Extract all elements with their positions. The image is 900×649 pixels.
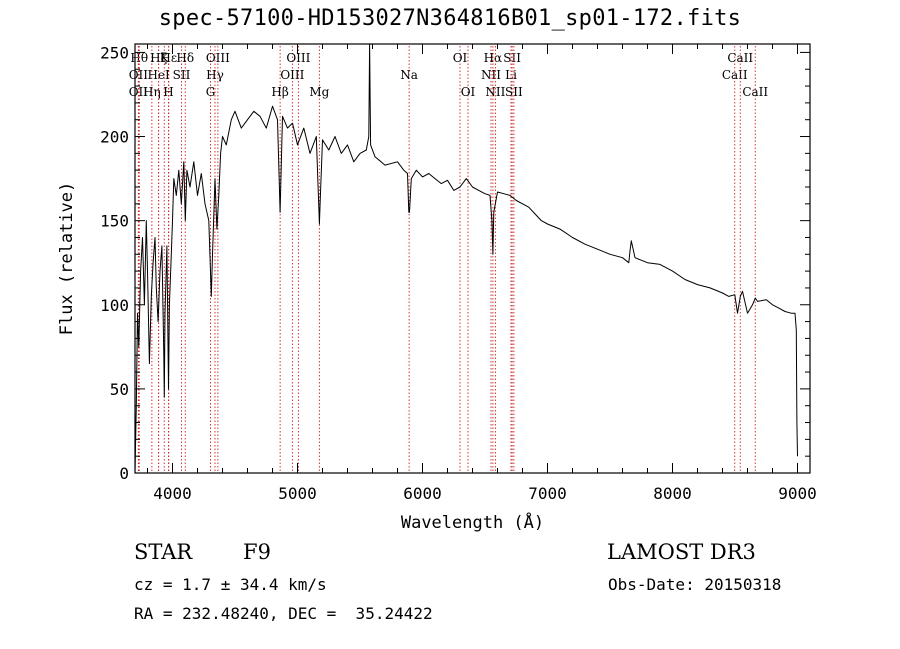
marker-label-19: OI: [453, 51, 468, 65]
plot-frame: [134, 43, 811, 474]
y-tick-label-4: 200: [100, 128, 129, 147]
x-axis-label: Wavelength (Å): [401, 511, 544, 533]
marker-label-6: K: [160, 51, 170, 65]
marker-label-12: Hγ: [206, 68, 224, 82]
data-release-label: LAMOST DR3: [607, 540, 756, 564]
spectral-subclass: F9: [243, 540, 271, 564]
marker-label-8: Hε: [160, 51, 177, 65]
observation-date: Obs-Date: 20150318: [608, 575, 782, 594]
x-tick-label-5: 9000: [778, 484, 817, 503]
marker-label-11: G: [206, 85, 216, 99]
marker-label-26: SII: [505, 85, 523, 99]
marker-label-17: Mg: [309, 85, 329, 99]
x-tick-label-0: 4000: [153, 484, 192, 503]
y-tick-label-1: 50: [110, 380, 129, 399]
marker-label-16: OIII: [286, 51, 310, 65]
marker-label-2: OII: [129, 85, 149, 99]
x-tick-label-4: 8000: [653, 484, 692, 503]
spectrum-line: [134, 43, 798, 474]
marker-label-21: NII: [481, 68, 501, 82]
coordinates-readout: RA = 232.48240, DEC = 35.24422: [134, 604, 433, 623]
marker-label-18: Na: [400, 68, 418, 82]
marker-label-15: OIII: [280, 68, 304, 82]
x-tick-label-1: 5000: [278, 484, 317, 503]
marker-label-25: SII: [503, 51, 521, 65]
marker-label-23: NII: [485, 85, 505, 99]
marker-label-24: Li: [505, 68, 517, 82]
marker-label-0: Hθ: [130, 51, 148, 65]
x-tick-label-3: 7000: [528, 484, 567, 503]
marker-label-27: CaII: [722, 68, 748, 82]
marker-label-13: OIII: [206, 51, 230, 65]
marker-label-20: OI: [461, 85, 476, 99]
y-tick-label-5: 250: [100, 43, 129, 62]
marker-label-28: CaII: [727, 51, 753, 65]
y-tick-label-0: 0: [119, 464, 129, 483]
marker-label-29: CaII: [742, 85, 768, 99]
marker-label-9: SII: [173, 68, 191, 82]
marker-label-10: Hδ: [176, 51, 194, 65]
marker-label-5: Hζ: [150, 51, 167, 65]
x-tick-label-2: 6000: [403, 484, 442, 503]
marker-label-3: Hη: [143, 85, 161, 99]
marker-label-14: Hβ: [271, 85, 288, 99]
y-tick-label-3: 150: [100, 212, 129, 231]
object-class: STAR: [134, 540, 193, 564]
y-axis-label: Flux (relative): [57, 182, 77, 336]
redshift-readout: cz = 1.7 ± 34.4 km/s: [134, 575, 327, 594]
chart-title: spec-57100-HD153027N364816B01_sp01-172.f…: [158, 6, 742, 31]
marker-label-22: Hα: [484, 51, 503, 65]
y-tick-label-2: 100: [100, 296, 129, 315]
